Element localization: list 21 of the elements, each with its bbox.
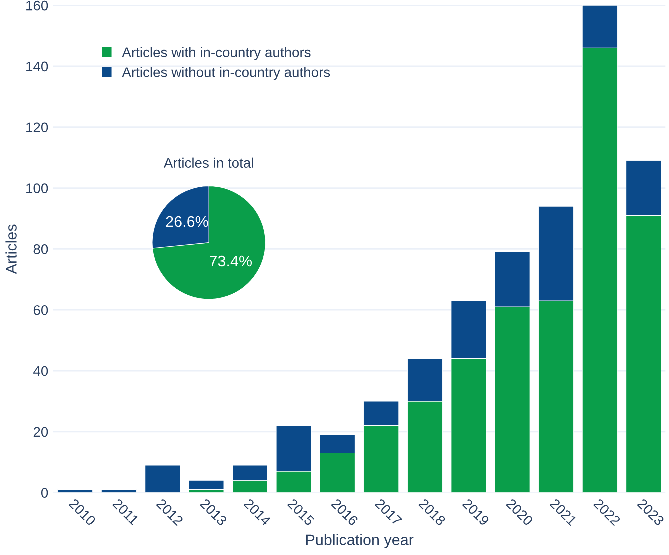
y-tick-label: 80	[34, 244, 48, 254]
legend-label: Articles without in-country authors	[122, 67, 330, 80]
data-label: 26.6%	[166, 216, 208, 228]
y-tick-label: 100	[26, 184, 48, 194]
bar	[145, 465, 181, 493]
y-tick-label: 140	[26, 62, 48, 72]
y-axis-title: Articles	[6, 224, 17, 274]
y-tick-label: 120	[26, 122, 48, 133]
y-tick-label: 0	[41, 488, 48, 498]
pie-slice	[152, 186, 266, 300]
bar	[58, 490, 94, 493]
bar	[188, 480, 224, 490]
chart-title: Articles in total	[164, 158, 254, 168]
bar	[101, 490, 137, 493]
y-tick-label: 60	[34, 305, 48, 316]
y-tick-label: 40	[34, 366, 48, 376]
x-axis-title: Publication year	[306, 534, 414, 548]
data-label: 73.4%	[210, 256, 252, 267]
y-tick-label: 20	[34, 427, 48, 438]
y-tick-label: 160	[26, 0, 48, 11]
legend-label: Articles with in-country authors	[122, 47, 311, 60]
